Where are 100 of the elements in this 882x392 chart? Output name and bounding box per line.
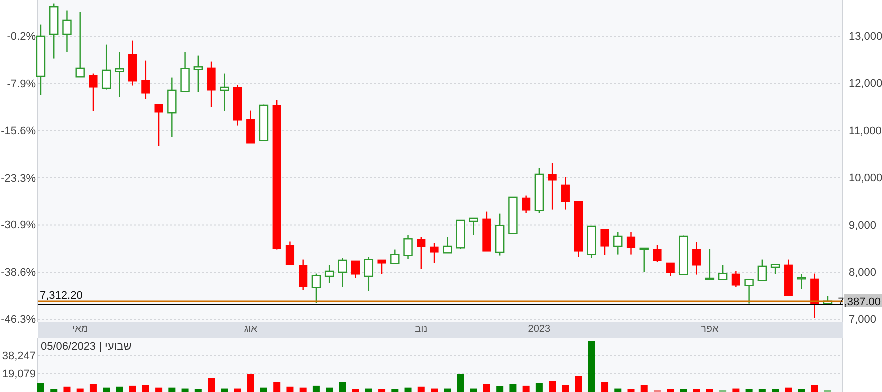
bar	[378, 389, 386, 392]
bar	[798, 389, 806, 392]
bar	[50, 389, 58, 392]
bar	[260, 388, 268, 392]
bar	[234, 388, 242, 392]
candlestick	[653, 244, 662, 263]
bar	[194, 389, 202, 392]
x-tick-label: מאי	[72, 324, 88, 336]
bar	[352, 389, 360, 392]
candlestick	[378, 260, 386, 276]
bar	[706, 389, 714, 392]
bar	[431, 388, 438, 392]
y-tick-label: 11,000	[849, 125, 882, 138]
bar	[562, 385, 570, 392]
bar	[404, 388, 412, 392]
candlestick	[430, 242, 439, 264]
candlestick	[180, 52, 190, 92]
bar	[483, 384, 490, 392]
bar	[116, 386, 124, 392]
candlestick	[770, 264, 780, 275]
candlestick	[154, 104, 164, 147]
candlestick	[142, 60, 150, 100]
bar	[312, 386, 320, 392]
bar	[549, 381, 556, 392]
candlestick	[286, 241, 295, 266]
y-tick-label: 38,247	[2, 350, 36, 362]
y-tick-label: 7,000	[849, 314, 877, 326]
candlestick	[744, 279, 754, 304]
y2-tick-label: -15.6%	[1, 126, 36, 138]
candlestick	[561, 176, 570, 210]
candlestick	[324, 264, 334, 284]
bar	[667, 389, 674, 392]
x-tick-label: אפר	[701, 324, 720, 336]
bar	[785, 388, 792, 392]
bar	[614, 388, 622, 392]
candlestick	[732, 270, 740, 288]
candlestick	[102, 44, 112, 90]
bar	[221, 388, 228, 392]
ref-line-label: 7,387.00	[838, 296, 881, 308]
candlestick	[600, 229, 610, 256]
bar	[811, 385, 818, 392]
candlestick	[62, 10, 72, 54]
bar	[732, 388, 740, 392]
bar	[64, 386, 71, 392]
y-tick-label: 10,000	[849, 172, 882, 185]
bar	[772, 389, 780, 392]
candlestick	[797, 274, 806, 290]
bar	[142, 385, 150, 392]
candlestick	[312, 273, 322, 304]
y-tick-label: 13,000	[849, 30, 882, 43]
bar	[76, 388, 84, 392]
candlestick	[220, 73, 230, 112]
bar	[90, 384, 97, 392]
bar	[418, 386, 425, 392]
candlestick	[758, 259, 768, 282]
bar	[457, 374, 464, 392]
candlestick	[76, 12, 85, 78]
bar	[208, 378, 216, 392]
y2-tick-label: -30.9%	[1, 220, 36, 232]
bar	[339, 382, 346, 392]
candlestick	[352, 260, 360, 280]
candlestick	[194, 55, 203, 93]
candlestick	[640, 248, 649, 274]
bar	[693, 389, 700, 392]
bar	[496, 386, 504, 392]
y2-tick-label: -38.6%	[1, 266, 36, 279]
bar	[182, 388, 189, 392]
candlestick	[364, 256, 374, 292]
bar	[746, 389, 753, 392]
y-tick-label: 8,000	[849, 266, 877, 279]
bar	[536, 383, 543, 392]
bar	[326, 388, 334, 392]
candlestick	[246, 110, 256, 144]
bar	[522, 386, 530, 392]
x-tick-label: אוג	[244, 324, 258, 336]
y-tick-label: 12,000	[849, 78, 882, 90]
candlestick	[115, 52, 124, 98]
y2-tick-label: -46.3%	[1, 314, 36, 326]
candlestick	[390, 249, 400, 264]
bar	[156, 388, 163, 392]
bar	[444, 388, 452, 392]
candlestick	[614, 232, 623, 256]
bar	[168, 388, 176, 392]
bar	[38, 383, 44, 392]
bar	[300, 388, 307, 392]
candlestick	[666, 262, 675, 278]
bar	[680, 389, 688, 392]
bar	[103, 388, 110, 392]
candlestick	[443, 236, 452, 254]
bar	[575, 376, 582, 392]
candlestick	[548, 162, 557, 210]
y-tick-label: 9,000	[849, 220, 877, 232]
bar	[247, 374, 254, 392]
bar	[129, 386, 136, 392]
candlestick	[168, 77, 177, 138]
candlestick	[404, 234, 413, 260]
candlestick	[692, 242, 702, 276]
candlestick	[705, 248, 715, 280]
bar	[588, 341, 596, 392]
candlestick	[626, 232, 636, 256]
